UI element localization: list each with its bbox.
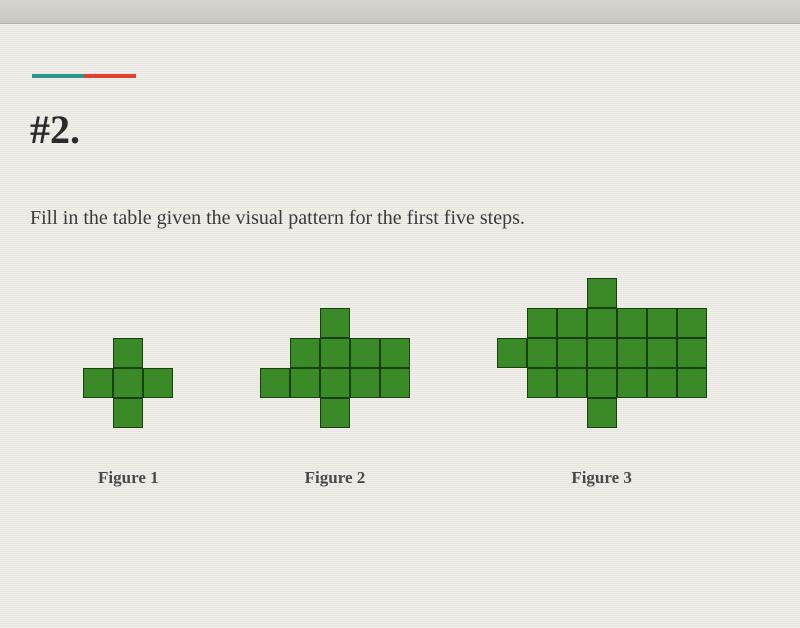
grid-cell xyxy=(320,338,350,368)
grid-cell xyxy=(113,368,143,398)
figure-1-block: Figure 1 xyxy=(83,338,173,488)
grid-cell xyxy=(350,368,380,398)
grid-cell xyxy=(527,368,557,398)
grid-cell xyxy=(380,338,410,368)
grid-cell xyxy=(677,368,707,398)
grid-cell xyxy=(587,368,617,398)
grid-cell xyxy=(83,368,113,398)
grid-cell xyxy=(290,338,320,368)
figure-3-label: Figure 3 xyxy=(571,468,632,488)
accent-red xyxy=(84,74,136,78)
grid-cell xyxy=(290,368,320,398)
grid-cell xyxy=(497,338,527,368)
problem-heading: #2. xyxy=(30,106,760,153)
figure-2-shape xyxy=(260,308,410,428)
grid-cell xyxy=(320,398,350,428)
slide-content: #2. Fill in the table given the visual p… xyxy=(0,24,800,508)
grid-cell xyxy=(617,368,647,398)
figures-row: Figure 1 Figure 2 Figure 3 xyxy=(30,278,760,488)
grid-cell xyxy=(677,338,707,368)
grid-cell xyxy=(143,368,173,398)
grid-cell xyxy=(557,368,587,398)
grid-cell xyxy=(113,398,143,428)
grid-cell xyxy=(617,338,647,368)
figure-3-block: Figure 3 xyxy=(497,278,707,488)
grid-cell xyxy=(647,308,677,338)
grid-cell xyxy=(587,278,617,308)
grid-cell xyxy=(350,338,380,368)
figure-1-label: Figure 1 xyxy=(98,468,159,488)
grid-cell xyxy=(557,338,587,368)
grid-cell xyxy=(587,338,617,368)
grid-cell xyxy=(320,308,350,338)
grid-cell xyxy=(260,368,290,398)
grid-cell xyxy=(677,308,707,338)
window-top-bar xyxy=(0,0,800,24)
figure-2-label: Figure 2 xyxy=(305,468,366,488)
figure-2-block: Figure 2 xyxy=(260,308,410,488)
grid-cell xyxy=(587,398,617,428)
grid-cell xyxy=(113,338,143,368)
accent-teal xyxy=(32,74,84,78)
grid-cell xyxy=(617,308,647,338)
grid-cell xyxy=(557,308,587,338)
accent-line xyxy=(32,74,760,78)
grid-cell xyxy=(320,368,350,398)
problem-instruction: Fill in the table given the visual patte… xyxy=(30,207,760,230)
grid-cell xyxy=(527,338,557,368)
figure-3-shape xyxy=(497,278,707,428)
grid-cell xyxy=(527,308,557,338)
grid-cell xyxy=(380,368,410,398)
figure-1-shape xyxy=(83,338,173,428)
grid-cell xyxy=(647,338,677,368)
grid-cell xyxy=(647,368,677,398)
grid-cell xyxy=(587,308,617,338)
